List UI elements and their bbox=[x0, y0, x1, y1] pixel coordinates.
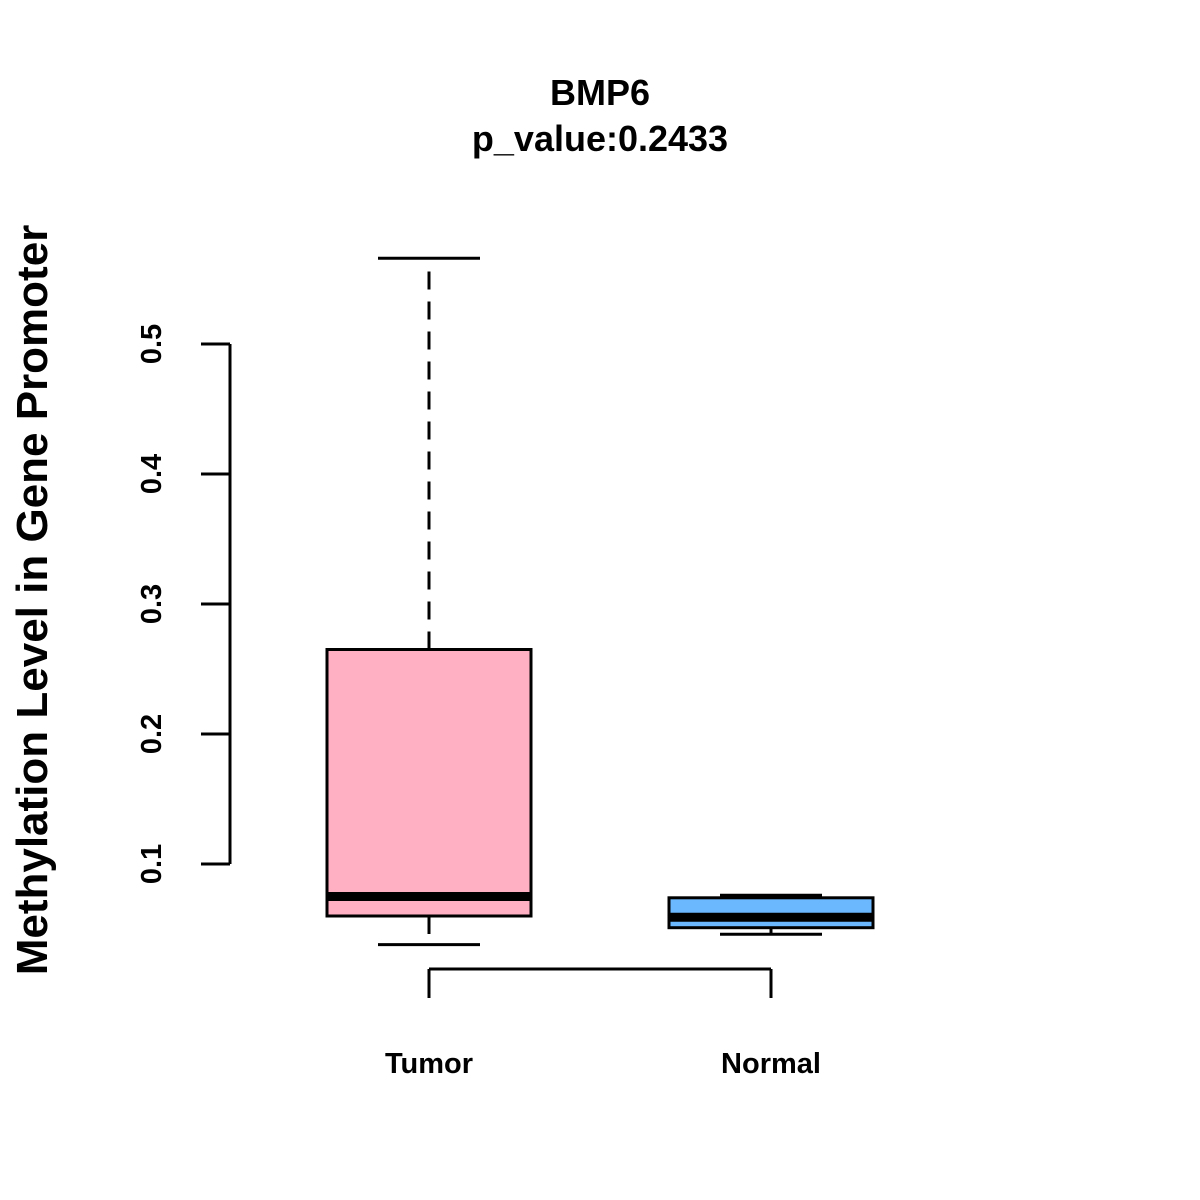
box-tumor bbox=[325, 256, 533, 947]
y-tick-label: 0.4 bbox=[136, 454, 168, 494]
box-normal bbox=[667, 893, 875, 936]
iqr-box bbox=[667, 896, 875, 930]
y-axis: 0.1 0.2 0.3 0.4 0.5 bbox=[136, 324, 232, 884]
y-tick-label: 0.2 bbox=[136, 714, 168, 754]
iqr-box bbox=[325, 648, 533, 918]
chart-subtitle: p_value:0.2433 bbox=[472, 118, 728, 159]
y-axis-label: Methylation Level in Gene Promoter bbox=[8, 225, 57, 976]
x-tick-label-normal: Normal bbox=[721, 1048, 821, 1080]
y-tick-label: 0.3 bbox=[136, 584, 168, 624]
y-tick-label: 0.1 bbox=[136, 844, 168, 884]
chart-title: BMP6 bbox=[550, 72, 650, 113]
x-tick-label-tumor: Tumor bbox=[385, 1048, 473, 1080]
y-tick-label: 0.5 bbox=[136, 324, 168, 364]
boxes bbox=[325, 256, 875, 947]
x-axis: Tumor Normal bbox=[385, 967, 821, 1080]
